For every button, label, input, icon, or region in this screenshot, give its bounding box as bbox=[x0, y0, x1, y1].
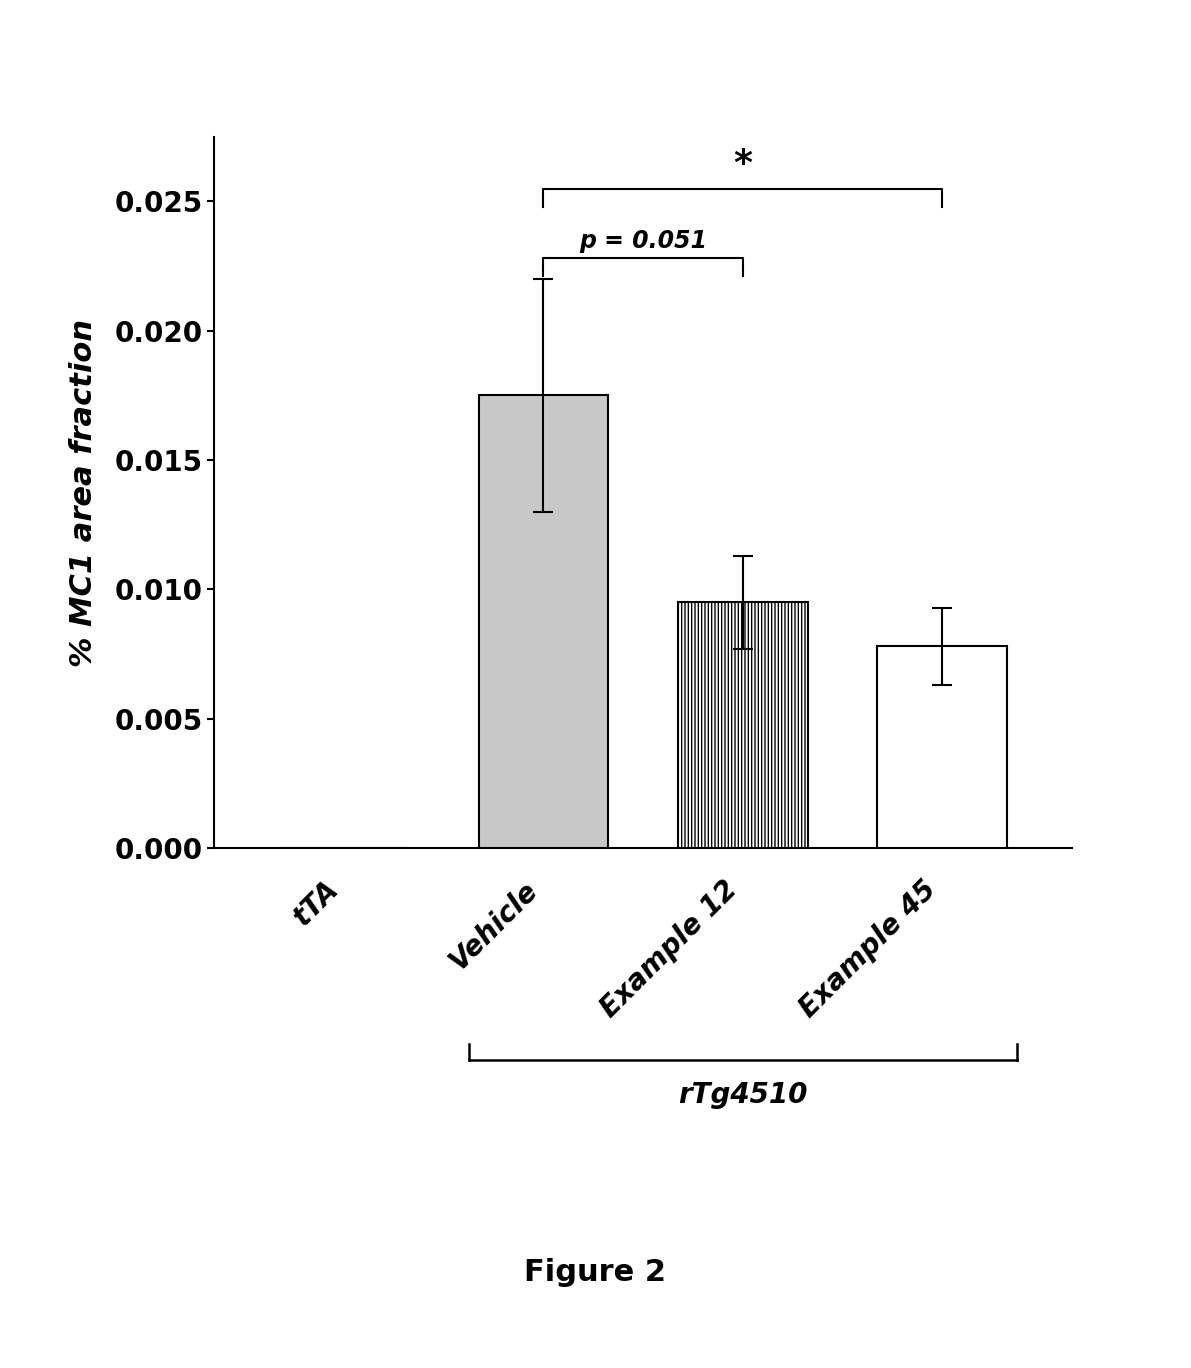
Text: Figure 2: Figure 2 bbox=[524, 1257, 667, 1287]
Bar bbox=[878, 647, 1008, 848]
Text: Vehicle: Vehicle bbox=[444, 876, 543, 975]
Bar bbox=[678, 602, 807, 848]
Text: tTA: tTA bbox=[288, 876, 344, 932]
Y-axis label: % MC1 area fraction: % MC1 area fraction bbox=[69, 319, 98, 666]
Text: rTg4510: rTg4510 bbox=[678, 1081, 807, 1108]
Text: *: * bbox=[734, 146, 753, 181]
Text: Example 12: Example 12 bbox=[596, 876, 743, 1023]
Bar bbox=[479, 395, 609, 848]
Text: p = 0.051: p = 0.051 bbox=[579, 230, 707, 253]
Text: Example 45: Example 45 bbox=[794, 876, 942, 1023]
